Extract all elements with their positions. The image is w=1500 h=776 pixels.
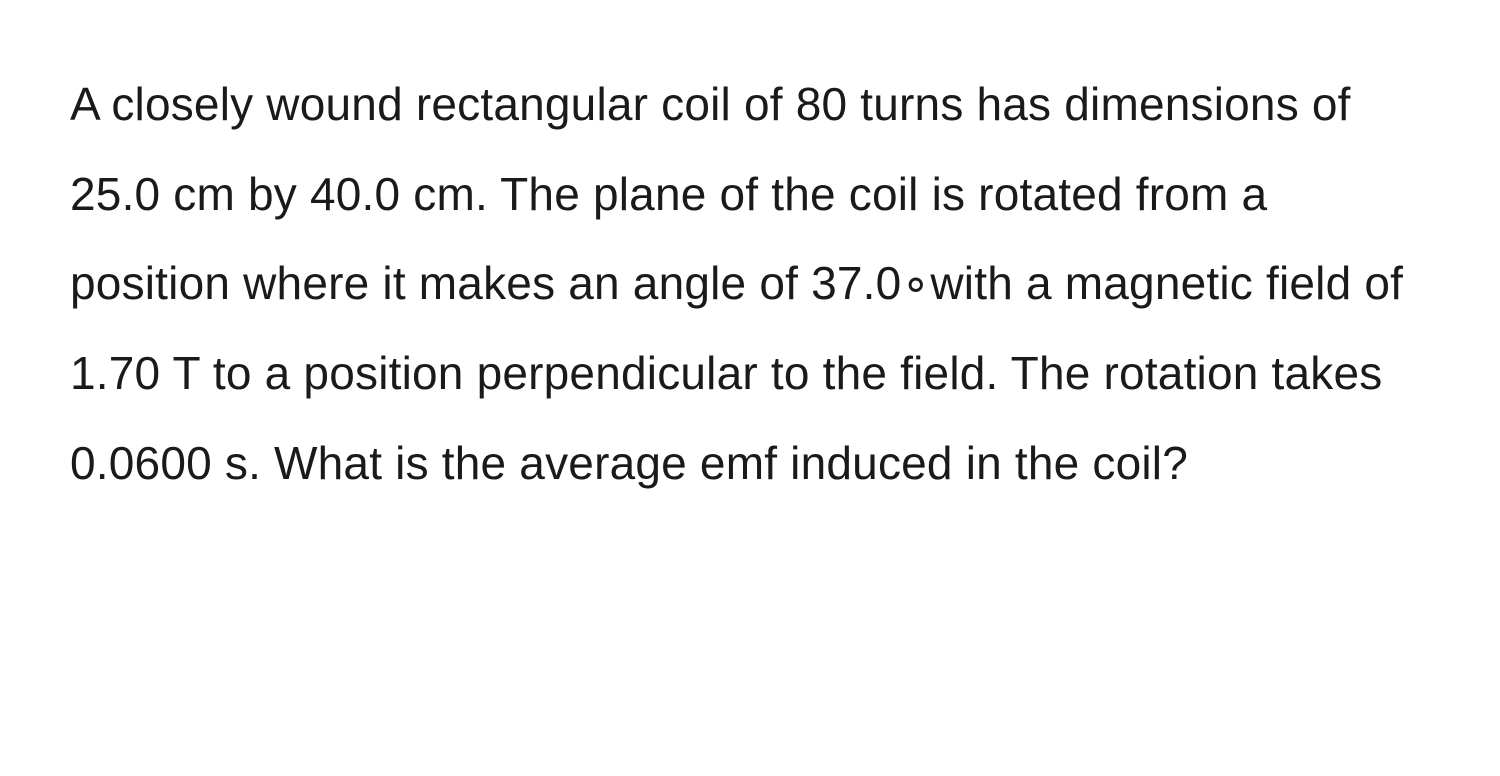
physics-problem-text: A closely wound rectangular coil of 80 t… — [70, 60, 1430, 508]
